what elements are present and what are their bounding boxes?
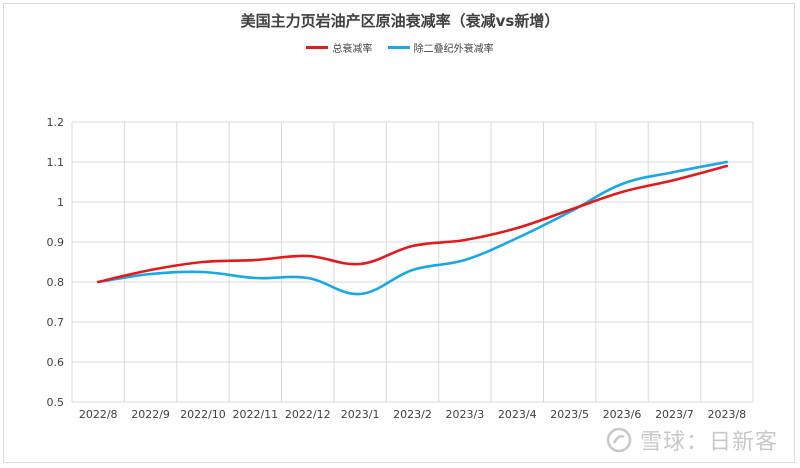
y-tick-label: 1 bbox=[57, 196, 64, 209]
legend: 总衰减率 除二叠纪外衰减率 bbox=[0, 40, 800, 55]
watermark-text: 雪球：日新客 bbox=[639, 430, 778, 455]
x-tick-label: 2023/5 bbox=[550, 408, 589, 421]
y-tick-label: 0.6 bbox=[47, 356, 65, 369]
chart-frame bbox=[3, 3, 795, 463]
y-tick-label: 1.2 bbox=[47, 116, 65, 129]
x-tick-label: 2023/6 bbox=[603, 408, 642, 421]
y-tick-label: 0.5 bbox=[47, 396, 65, 409]
x-tick-label: 2022/12 bbox=[285, 408, 331, 421]
x-tick-label: 2022/9 bbox=[131, 408, 170, 421]
x-tick-label: 2023/4 bbox=[498, 408, 537, 421]
x-tick-label: 2023/7 bbox=[655, 408, 694, 421]
x-tick-label: 2022/10 bbox=[180, 408, 226, 421]
legend-swatch-ex-permian bbox=[387, 46, 410, 49]
x-tick-label: 2022/11 bbox=[232, 408, 278, 421]
legend-label-ex-permian: 除二叠纪外衰减率 bbox=[413, 44, 494, 55]
x-tick-label: 2023/2 bbox=[393, 408, 432, 421]
x-tick-label: 2022/8 bbox=[79, 408, 118, 421]
series-line-total bbox=[96, 164, 729, 284]
x-tick-label: 2023/1 bbox=[341, 408, 380, 421]
legend-swatch-total bbox=[306, 46, 329, 49]
y-tick-label: 0.8 bbox=[47, 276, 65, 289]
series-line-ex-permian bbox=[96, 160, 729, 296]
x-tick-label: 2023/3 bbox=[446, 408, 485, 421]
snowball-logo-icon bbox=[606, 427, 632, 453]
legend-label-total: 总衰减率 bbox=[332, 44, 373, 55]
y-tick-label: 1.1 bbox=[47, 156, 65, 169]
chart-title: 美国主力页岩油产区原油衰减率（衰减vs新增） bbox=[240, 12, 560, 30]
y-tick-label: 0.7 bbox=[47, 316, 65, 329]
x-tick-label: 2023/8 bbox=[707, 408, 746, 421]
watermark: 雪球：日新客 bbox=[606, 424, 778, 456]
y-tick-label: 0.9 bbox=[47, 236, 65, 249]
legend-item-ex-permian: 除二叠纪外衰减率 bbox=[387, 40, 494, 55]
legend-item-total: 总衰减率 bbox=[306, 40, 372, 55]
